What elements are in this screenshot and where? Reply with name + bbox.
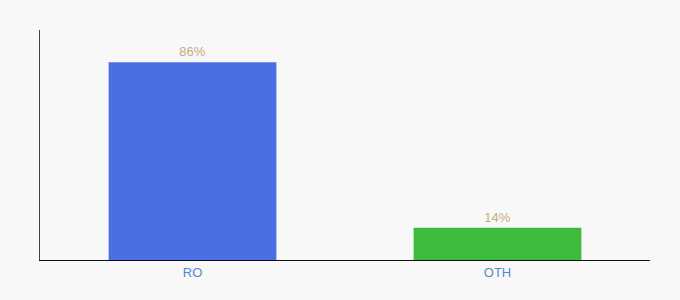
svg-text:14%: 14% [484,210,510,225]
svg-text:RO: RO [183,265,203,280]
svg-text:OTH: OTH [484,265,511,280]
svg-text:86%: 86% [179,44,205,59]
